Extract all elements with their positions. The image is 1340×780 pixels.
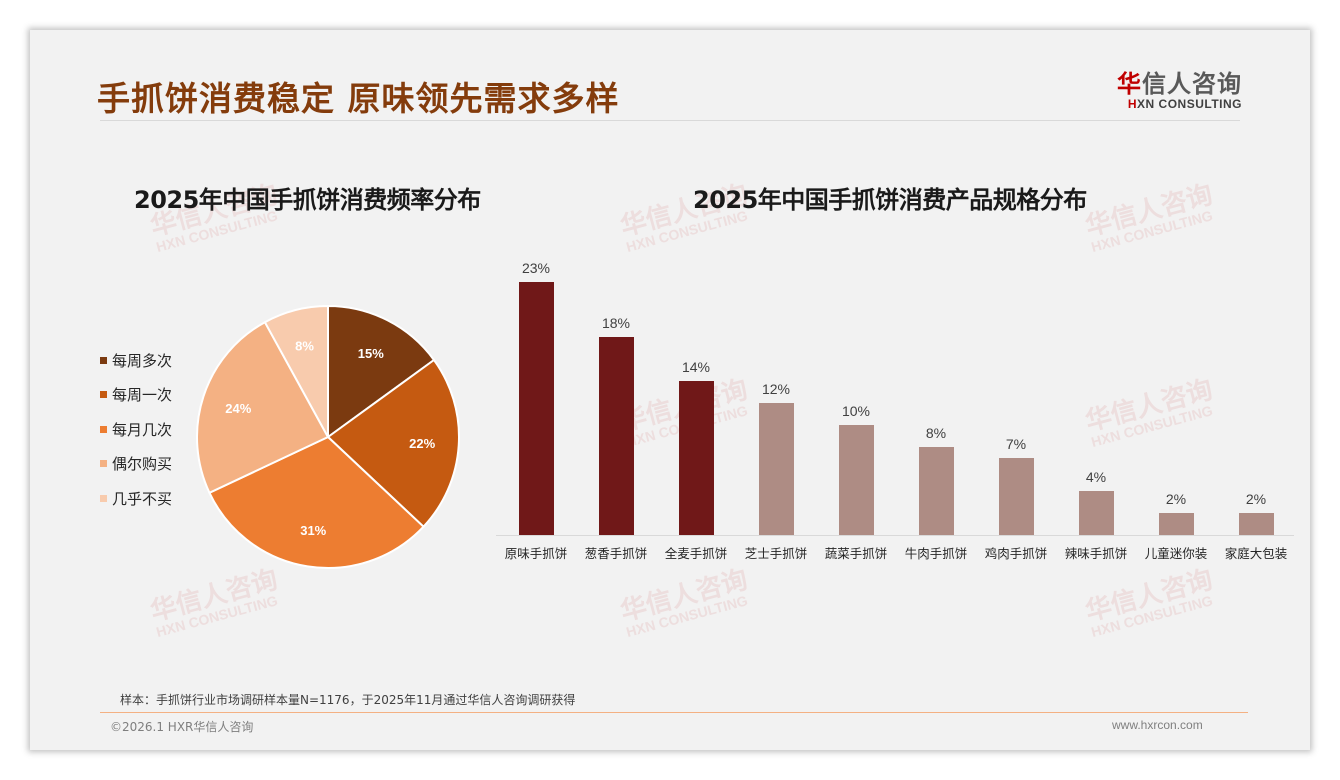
bar [1158, 513, 1194, 535]
bar [998, 458, 1034, 535]
logo-en: HXN CONSULTING [1127, 97, 1242, 111]
bar-category-label: 蔬菜手抓饼 [824, 546, 888, 561]
legend-label: 偶尔购买 [112, 455, 173, 474]
pie-slice-5 [263, 304, 329, 438]
bar-category-label: 葱香手抓饼 [584, 546, 648, 561]
bar-value-label: 14% [681, 359, 711, 375]
bar-value-label: 8% [925, 425, 947, 441]
pie-chart: 15% 22% 31% 24% 8% [196, 304, 460, 569]
legend-swatch-icon [100, 494, 107, 502]
legend-label: 每周多次 [112, 351, 173, 370]
legend-label: 每月几次 [112, 420, 173, 439]
bar-category-label: 全麦手抓饼 [664, 546, 728, 561]
copyright: ©2026.1 HXR华信人咨询 [110, 720, 254, 734]
legend-item: 几乎不买 [100, 481, 172, 516]
footer-divider [100, 712, 1248, 713]
legend-item: 每周一次 [100, 378, 172, 413]
pie-slice-label: 8% [295, 339, 314, 354]
bar-value-label: 2% [1245, 491, 1267, 507]
pie-legend: 每周多次每周一次每月几次偶尔购买几乎不买 [100, 343, 172, 516]
legend-label: 几乎不买 [112, 489, 173, 508]
pie-chart-title: 2025年中国手抓饼消费频率分布 [134, 186, 481, 214]
bar-category-label: 鸡肉手抓饼 [984, 546, 1048, 561]
pie-slice-label: 31% [300, 523, 326, 538]
slide: 手抓饼消费稳定 原味领先需求多样 华信人咨询 HXN CONSULTING 华信… [30, 30, 1310, 750]
sample-note: 样本：手抓饼行业市场调研样本量N=1176，于2025年11月通过华信人咨询调研… [120, 693, 576, 707]
bar-category-label: 儿童迷你装 [1144, 546, 1208, 561]
legend-item: 每月几次 [100, 412, 172, 447]
bar-category-label: 芝士手抓饼 [744, 546, 808, 561]
bar-chart: 23% 原味手抓饼 18% 葱香手抓饼 14% 全麦手抓饼 12% 芝士手抓饼 10% 蔬菜手抓饼… [496, 255, 1296, 605]
legend-swatch-icon [100, 356, 107, 364]
title-divider [100, 120, 1240, 121]
bar [678, 381, 714, 535]
bar [758, 403, 794, 535]
bar-category-label: 家庭大包装 [1224, 546, 1288, 561]
pie-slice-4 [196, 320, 330, 495]
page-title: 手抓饼消费稳定 原味领先需求多样 [97, 79, 620, 118]
bar-value-label: 4% [1085, 469, 1107, 485]
pie-slice-1 [327, 304, 436, 439]
bar-value-label: 18% [601, 315, 631, 331]
pie-slice-3 [208, 435, 425, 569]
website-link[interactable]: www.hxrcon.com [1112, 718, 1203, 732]
bar-chart-title: 2025年中国手抓饼消费产品规格分布 [693, 186, 1087, 214]
x-axis-line [496, 535, 1294, 536]
legend-item: 每周多次 [100, 343, 172, 378]
logo-cn: 华信人咨询 [1117, 70, 1242, 98]
bar-value-label: 23% [521, 260, 551, 276]
legend-item: 偶尔购买 [100, 447, 172, 482]
bar-category-label: 牛肉手抓饼 [904, 546, 968, 561]
pie-slice-label: 24% [225, 401, 251, 416]
bar [918, 447, 954, 535]
bar-value-label: 7% [1005, 436, 1027, 452]
legend-swatch-icon [100, 460, 107, 468]
legend-label: 每周一次 [112, 386, 173, 405]
brand-logo: 华信人咨询 HXN CONSULTING [1112, 64, 1242, 111]
bar-value-label: 12% [761, 381, 791, 397]
bar [518, 282, 554, 535]
bar [1238, 513, 1274, 535]
bar-category-label: 原味手抓饼 [504, 546, 568, 561]
bar [838, 425, 874, 535]
legend-swatch-icon [100, 391, 107, 399]
pie-slice-label: 22% [409, 436, 435, 451]
legend-swatch-icon [100, 425, 107, 433]
bar-value-label: 10% [841, 403, 871, 419]
pie-slice-label: 15% [358, 346, 384, 361]
bar [598, 337, 634, 535]
pie-slice-2 [326, 358, 460, 529]
bar [1078, 491, 1114, 535]
bar-category-label: 辣味手抓饼 [1064, 546, 1128, 561]
bar-value-label: 2% [1165, 491, 1187, 507]
